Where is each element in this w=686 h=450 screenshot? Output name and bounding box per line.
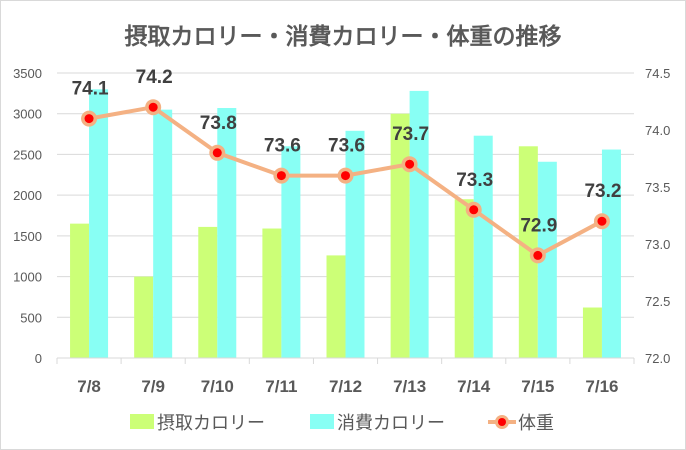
burn-bar xyxy=(153,109,173,359)
intake-bar xyxy=(262,228,282,358)
category-label: 7/9 xyxy=(141,377,165,396)
left-axis-tick: 3500 xyxy=(13,66,42,81)
category-label: 7/15 xyxy=(521,377,554,396)
right-axis-tick: 72.0 xyxy=(645,351,670,366)
weight-marker xyxy=(597,216,607,226)
category-label: 7/12 xyxy=(329,377,362,396)
weight-data-label: 74.2 xyxy=(136,67,173,88)
intake-bar xyxy=(518,146,538,358)
weight-marker xyxy=(148,102,158,112)
burn-bar xyxy=(409,90,429,359)
intake-bar xyxy=(70,223,90,358)
left-axis-tick: 2000 xyxy=(13,188,42,203)
burn-bar xyxy=(537,161,557,358)
legend-intake-swatch xyxy=(130,414,154,429)
right-axis-tick: 73.5 xyxy=(645,180,670,195)
left-axis-tick: 500 xyxy=(20,310,42,325)
weight-data-label: 73.2 xyxy=(584,181,621,202)
legend-weight-label: 体重 xyxy=(518,413,554,434)
right-axis-tick: 74.5 xyxy=(645,66,670,81)
right-axis-tick: 73.0 xyxy=(645,237,670,252)
weight-data-label: 73.8 xyxy=(200,113,237,134)
weight-marker xyxy=(405,159,415,169)
left-axis-tick: 2500 xyxy=(13,147,42,162)
burn-bar xyxy=(217,108,237,358)
left-axis-tick: 0 xyxy=(35,351,42,366)
weight-marker xyxy=(276,171,286,181)
burn-bar xyxy=(281,146,301,358)
left-axis-tick: 1500 xyxy=(13,229,42,244)
weight-marker xyxy=(469,205,479,215)
legend-intake-label: 摂取カロリー xyxy=(157,413,265,434)
burn-bar xyxy=(473,135,493,358)
weight-marker xyxy=(212,148,222,158)
right-axis-tick: 72.5 xyxy=(645,294,670,309)
category-label: 7/14 xyxy=(457,377,491,396)
chart-title: 摂取カロリー・消費カロリー・体重の推移 xyxy=(125,24,562,50)
weight-data-label: 73.6 xyxy=(328,136,365,157)
category-label: 7/13 xyxy=(393,377,426,396)
intake-bar xyxy=(582,307,602,358)
category-label: 7/10 xyxy=(201,377,234,396)
weight-data-label: 73.3 xyxy=(456,170,493,191)
legend-weight-marker xyxy=(498,418,506,426)
intake-bar xyxy=(326,255,346,358)
left-axis-tick: 1000 xyxy=(13,270,42,285)
intake-bar xyxy=(454,199,474,358)
legend-burn-label: 消費カロリー xyxy=(337,413,445,434)
intake-bar xyxy=(134,276,154,358)
weight-marker xyxy=(84,114,94,124)
category-label: 7/8 xyxy=(77,377,101,396)
intake-bar xyxy=(198,226,218,358)
burn-bar xyxy=(601,149,621,358)
category-label: 7/11 xyxy=(265,377,297,396)
intake-bar xyxy=(390,113,410,358)
weight-data-label: 74.1 xyxy=(72,79,109,100)
weight-data-label: 73.6 xyxy=(264,136,301,157)
weight-marker xyxy=(341,171,350,181)
weight-data-label: 73.7 xyxy=(392,124,429,145)
category-label: 7/16 xyxy=(585,377,618,396)
legend-burn-swatch xyxy=(310,414,334,429)
burn-bar xyxy=(89,89,109,359)
weight-marker xyxy=(533,250,543,260)
left-axis-tick: 3000 xyxy=(13,107,42,122)
burn-bar xyxy=(345,130,365,358)
right-axis-tick: 74.0 xyxy=(645,123,670,138)
weight-data-label: 72.9 xyxy=(520,215,557,236)
